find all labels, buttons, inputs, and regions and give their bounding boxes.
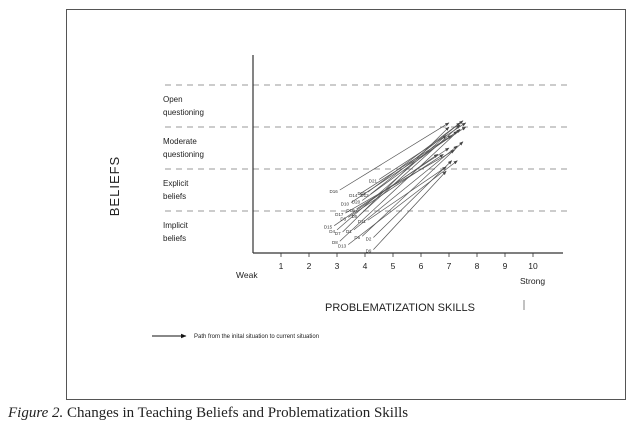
- arrow-d14: [359, 135, 453, 195]
- arrow-series: D1D2D3D4D5D6D7D8D9D10D11D12D13D14D15D16D…: [324, 120, 467, 254]
- belief-level-label: Open: [163, 95, 183, 104]
- belief-level-label: Moderate: [163, 137, 197, 146]
- arrow-label-d2: D2: [366, 236, 372, 241]
- arrow-label-d17: D17: [335, 212, 344, 217]
- x-tick-label: 5: [391, 261, 396, 271]
- x-tick-label: 1: [279, 261, 284, 271]
- figure-caption: Figure 2. Changes in Teaching Beliefs an…: [8, 405, 638, 422]
- legend-text: Path from the inital situation to curren…: [194, 334, 319, 340]
- beliefs-skills-chart: Implicit beliefs Explicit beliefs Moderate qu…: [107, 55, 568, 340]
- arrow-d16: [339, 122, 450, 191]
- arrow-label-d18: D18: [358, 191, 367, 196]
- figure-caption-text: Changes in Teaching Beliefs and Problema…: [63, 405, 409, 421]
- arrow-label-d13: D13: [338, 244, 347, 249]
- x-axis-high-label: Strong: [520, 276, 545, 286]
- x-tick-label: 9: [503, 261, 508, 271]
- figure-frame: [66, 9, 626, 400]
- arrow-label-d12: D12: [360, 193, 369, 198]
- arrow-d17: [345, 149, 455, 214]
- arrow-label-d15: D15: [324, 225, 333, 230]
- belief-level-label: beliefs: [163, 234, 186, 243]
- belief-level-label: Explicit: [163, 179, 189, 188]
- y-axis-title: BELIEFS: [107, 156, 122, 216]
- figure-label: Figure 2.: [8, 405, 64, 421]
- arrow-label-d4: D4: [329, 229, 335, 234]
- arrow-d10: [350, 126, 467, 203]
- arrow-d4: [336, 135, 447, 231]
- x-tick-label: 7: [447, 261, 452, 271]
- arrow-label-d1: D1: [346, 229, 352, 234]
- arrow-d9: [373, 170, 447, 250]
- arrow-label-d9: D9: [366, 249, 372, 254]
- arrow-label-d7: D7: [335, 231, 341, 236]
- belief-level-boundaries: [165, 84, 568, 212]
- arrow-d11: [367, 166, 447, 221]
- x-tick-label: 3: [335, 261, 340, 271]
- arrow-label-d5: D5: [352, 214, 358, 219]
- belief-level-label: questioning: [163, 108, 204, 117]
- arrow-label-d10: D10: [341, 202, 350, 207]
- arrow-d5: [359, 124, 461, 216]
- belief-level-label: Implicit: [163, 221, 189, 230]
- arrow-d6: [361, 141, 464, 237]
- arrow-label-d21: D21: [369, 179, 378, 184]
- x-tick-label: 6: [419, 261, 424, 271]
- arrow-label-d19: D19: [346, 208, 355, 213]
- arrow-d13: [347, 160, 458, 245]
- x-tick-label: 8: [475, 261, 480, 271]
- arrow-label-d14: D14: [349, 193, 358, 198]
- arrow-label-d16: D16: [330, 189, 339, 194]
- arrow-label-d20: D20: [352, 200, 361, 205]
- belief-level-label: beliefs: [163, 192, 186, 201]
- arrow-d18: [367, 122, 461, 193]
- arrow-label-d3: D3: [340, 216, 346, 221]
- arrow-label-d8: D8: [332, 240, 338, 245]
- belief-level-labels: Implicit beliefs Explicit beliefs Moderate qu…: [163, 95, 204, 243]
- arrow-d19: [356, 147, 450, 210]
- arrow-d20: [361, 130, 458, 201]
- x-tick-label: 2: [307, 261, 312, 271]
- x-axis-low-label: Weak: [236, 270, 258, 280]
- x-tick-label: 4: [363, 261, 368, 271]
- arrow-label-d11: D11: [358, 219, 366, 224]
- x-axis-ticks: 1 2 3 4 5 6 7 8 9 10: [279, 253, 538, 271]
- arrow-d2: [373, 160, 453, 238]
- x-axis-title: PROBLEMATIZATION SKILLS: [325, 302, 475, 314]
- arrow-d21: [378, 122, 467, 180]
- arrow-d1: [353, 145, 458, 231]
- belief-level-label: questioning: [163, 150, 204, 159]
- x-tick-label: 10: [528, 261, 538, 271]
- arrow-d8: [339, 128, 461, 242]
